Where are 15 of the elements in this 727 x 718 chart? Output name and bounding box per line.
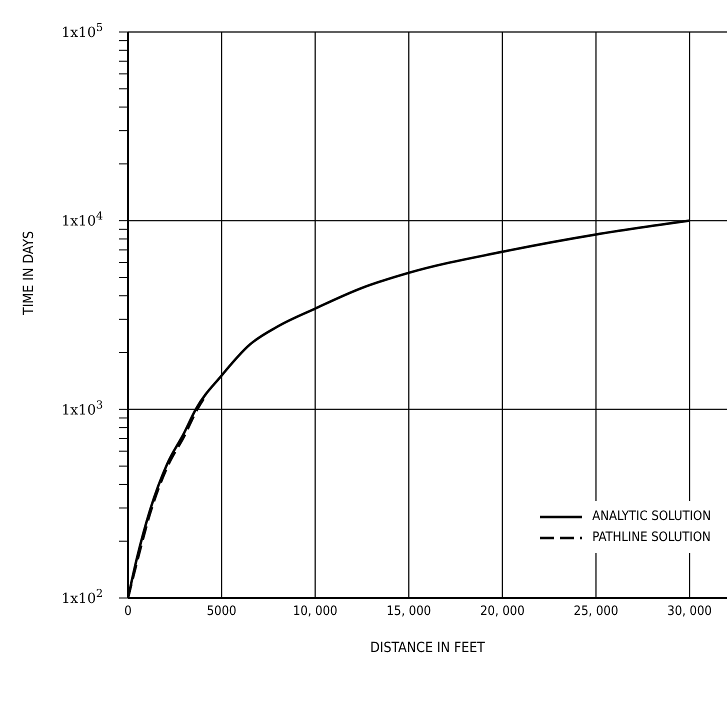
x-tick-label: 20, 000 <box>480 604 525 620</box>
y-tick-label: 1x10$^{5}$ <box>61 20 103 41</box>
y-tick-label: 1x10$^{2}$ <box>61 586 103 607</box>
x-tick-label: 5000 <box>206 604 236 620</box>
x-tick-label: 30, 000 <box>667 604 712 620</box>
y-tick-label: 1x10$^{3}$ <box>61 398 103 418</box>
y-axis-title: TIME IN DAYS <box>20 230 37 316</box>
x-tick-label: 0 <box>124 604 132 620</box>
legend-label: PATHLINE SOLUTION <box>592 530 711 545</box>
legend-label: ANALYTIC SOLUTION <box>592 509 711 524</box>
y-tick-label: 1x10$^{4}$ <box>61 209 103 230</box>
x-axis-title: DISTANCE IN FEET <box>370 640 486 656</box>
x-tick-label: 10, 000 <box>292 604 338 620</box>
x-tick-label: 25, 000 <box>574 604 618 620</box>
x-tick-label: 15, 000 <box>386 604 432 620</box>
